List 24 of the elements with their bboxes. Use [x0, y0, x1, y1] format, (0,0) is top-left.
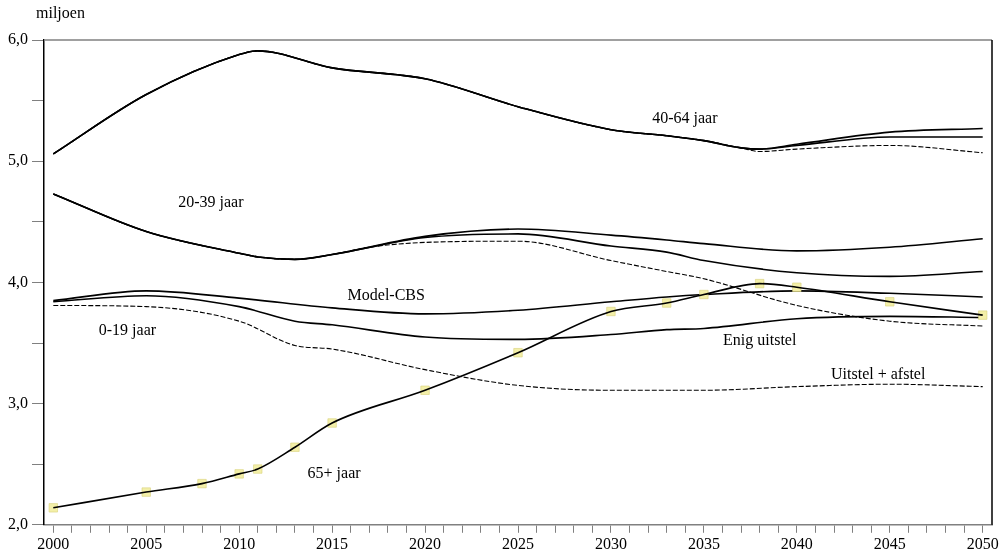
x-tick-label: 2050 [966, 534, 999, 552]
x-tick-label: 2030 [594, 534, 627, 552]
annotation: Uitstel + afstel [831, 364, 926, 382]
annotation: Enig uitstel [723, 330, 797, 349]
x-tick-label: 2020 [409, 534, 442, 552]
annotation: 65+ jaar [307, 464, 362, 483]
y-tick-label: 4,0 [8, 272, 28, 290]
annotation: 40-64 jaar [652, 108, 719, 127]
y-tick-label: 2,0 [8, 515, 28, 532]
x-tick-label: 2040 [780, 534, 813, 552]
annotation: 20-39 jaar [178, 192, 245, 211]
annotation: 0-19 jaar [98, 321, 157, 340]
x-tick-label: 2025 [502, 534, 534, 552]
x-tick-label: 2010 [223, 534, 256, 552]
x-tick-label: 2015 [316, 534, 349, 552]
x-tick-label: 2005 [130, 534, 163, 552]
x-tick-label: 2035 [687, 534, 720, 552]
y-tick-label: 6,0 [8, 30, 28, 48]
y-tick-label: 5,0 [8, 151, 28, 169]
x-tick-label: 2045 [873, 534, 906, 552]
x-tick-label: 2000 [37, 534, 70, 552]
y-tick-label: 3,0 [8, 393, 28, 411]
y-axis-title: miljoen [36, 4, 85, 23]
annotation: Model-CBS [347, 285, 425, 303]
